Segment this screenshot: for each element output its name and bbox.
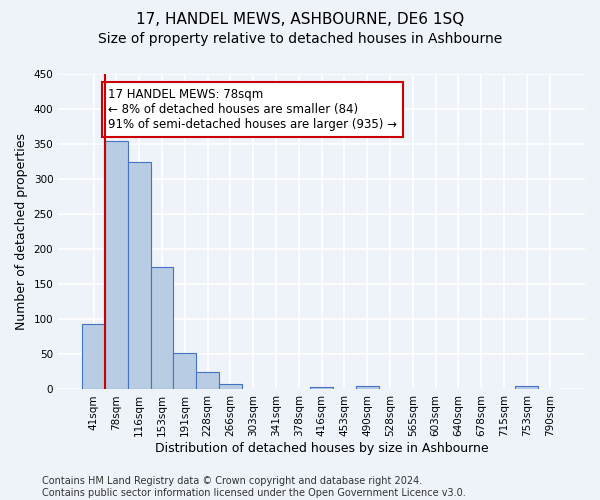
Text: Contains HM Land Registry data © Crown copyright and database right 2024.
Contai: Contains HM Land Registry data © Crown c… <box>42 476 466 498</box>
Bar <box>219 384 242 390</box>
Bar <box>515 386 538 390</box>
Bar <box>82 324 105 390</box>
Bar <box>356 386 379 390</box>
Y-axis label: Number of detached properties: Number of detached properties <box>15 133 28 330</box>
Text: 17, HANDEL MEWS, ASHBOURNE, DE6 1SQ: 17, HANDEL MEWS, ASHBOURNE, DE6 1SQ <box>136 12 464 28</box>
Bar <box>105 142 128 390</box>
X-axis label: Distribution of detached houses by size in Ashbourne: Distribution of detached houses by size … <box>155 442 488 455</box>
Bar <box>196 372 219 390</box>
Text: 17 HANDEL MEWS: 78sqm
← 8% of detached houses are smaller (84)
91% of semi-detac: 17 HANDEL MEWS: 78sqm ← 8% of detached h… <box>109 88 397 131</box>
Bar <box>173 353 196 390</box>
Bar <box>128 162 151 390</box>
Text: Size of property relative to detached houses in Ashbourne: Size of property relative to detached ho… <box>98 32 502 46</box>
Bar <box>151 267 173 390</box>
Bar <box>310 386 333 390</box>
